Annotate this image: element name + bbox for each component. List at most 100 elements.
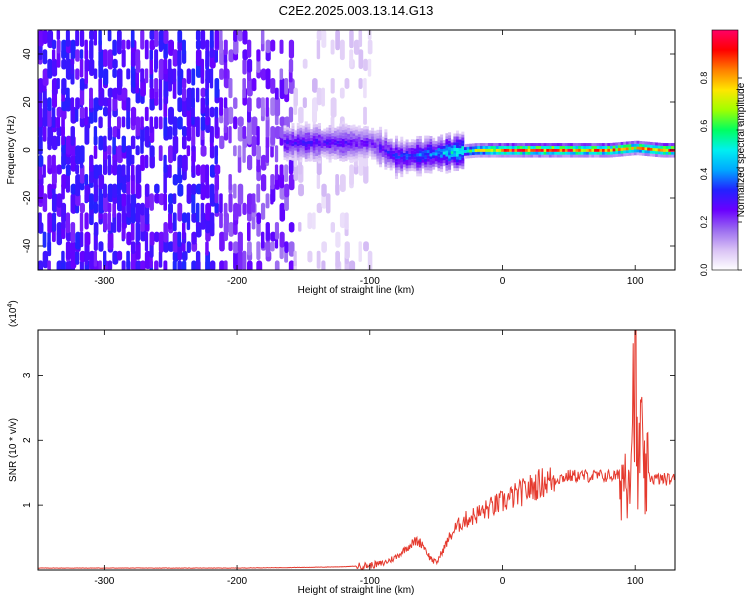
spectrogram-ridge-cell [453, 139, 457, 143]
spectrogram-cell [112, 202, 117, 218]
spectrogram-ridge-cell [421, 156, 425, 160]
spectrogram-ridge-cell [429, 141, 433, 145]
spectrogram-ridge-cell [402, 149, 406, 153]
spectrogram-cell [274, 87, 279, 100]
spectrogram-ridge-cell [288, 133, 292, 137]
spectrogram-cell [181, 222, 186, 240]
spectrogram-cell [135, 145, 140, 156]
spectrogram-cell [130, 49, 136, 67]
spectrogram-ridge-cell [315, 138, 319, 142]
spectrogram-ridge-cell [604, 151, 608, 155]
spectrogram-cell [186, 145, 191, 157]
spectrogram-ridge-cell [283, 148, 287, 152]
spectrogram-ridge-cell [503, 148, 507, 152]
spectrogram-ridge-cell [450, 162, 454, 166]
spectrogram-cell [168, 164, 172, 179]
spectrogram-cell [149, 97, 155, 111]
x-tick-label: 100 [627, 576, 644, 587]
spectrogram-ridge-cell [623, 150, 627, 154]
snr-series-line [38, 330, 675, 570]
spectrogram-cell [84, 126, 90, 145]
spectrogram-ridge-cell [445, 162, 449, 166]
spectrogram-cell [89, 154, 94, 172]
spectrogram-ridge-cell [554, 151, 558, 155]
spectrogram-ridge-cell [453, 156, 457, 160]
spectrogram-x-ticks: -300 -200 -100 0 100 [94, 30, 644, 287]
spectrogram-ridge-cell [410, 167, 414, 171]
spectrogram-cell [98, 135, 104, 151]
colorbar-tick-label: 0.6 [699, 120, 709, 133]
spectrogram-ridge-cell [615, 145, 619, 149]
spectrogram-ridge-cell [379, 149, 383, 153]
spectrogram-ridge-cell [517, 145, 521, 149]
spectrogram-ridge-cell [394, 170, 398, 174]
spectrogram-cell [140, 154, 145, 172]
spectrogram-cell [121, 193, 127, 207]
spectrogram-cell [65, 260, 72, 270]
spectrogram-ridge-cell [325, 130, 329, 134]
spectrogram-ridge-cell [357, 131, 361, 135]
spectrogram-ridge-cell [286, 132, 290, 136]
spectrogram-cell [65, 135, 72, 155]
spectrogram-ridge-cell [448, 138, 452, 142]
spectrogram-ridge-cell [376, 149, 380, 153]
spectrogram-ridge-cell [352, 147, 356, 151]
spectrogram-cell [61, 250, 65, 264]
spectrogram-ridge-cell [479, 151, 483, 155]
spectrogram-ridge-cell [307, 138, 311, 142]
spectrogram-ridge-cell [315, 135, 319, 139]
spectrogram-cell [279, 164, 284, 178]
spectrogram-cell [112, 135, 116, 155]
spectrogram-ridge-cell [609, 154, 613, 158]
spectrogram-cell [107, 260, 113, 270]
spectrogram-ridge-cell [384, 160, 388, 164]
spectrogram-ridge-cell [421, 151, 425, 155]
spectrogram-ridge-cell [554, 145, 558, 149]
spectrogram-ridge-cell [424, 149, 428, 153]
spectrogram-cell [191, 193, 196, 214]
spectrogram-ridge-cell [384, 143, 388, 147]
spectrogram-ridge-cell [445, 150, 449, 154]
spectrogram-ridge-cell [511, 154, 515, 158]
spectrogram-ridge-cell [288, 142, 292, 146]
spectrogram-cell [200, 87, 206, 98]
spectrogram-ridge-cell [291, 151, 295, 155]
spectrogram-ridge-cell [331, 138, 335, 142]
spectrogram-ridge-cell [580, 151, 584, 155]
spectrogram-cell [349, 30, 354, 49]
spectrogram-cell [116, 212, 122, 233]
spectrogram-ridge-cell [336, 137, 340, 141]
spectrogram-cell [61, 78, 67, 96]
spectrogram-ridge-cell [450, 148, 454, 152]
spectrogram-ridge-cell [533, 143, 537, 147]
spectrogram-cell [288, 174, 295, 191]
spectrogram-cell [256, 260, 263, 270]
spectrogram-cell [209, 30, 214, 49]
spectrogram-ridge-cell [299, 144, 303, 148]
spectrogram-ridge-cell [631, 149, 635, 153]
spectrogram-ridge-cell [341, 124, 345, 128]
spectrogram-ridge-cell [453, 159, 457, 163]
spectrogram-cell [219, 212, 223, 229]
spectrogram-cell [121, 49, 126, 68]
spectrogram-ridge-cell [445, 133, 449, 137]
spectrogram-ridge-cell [397, 152, 401, 156]
spectrogram-ridge-cell [434, 152, 438, 156]
spectrogram-ridge-cell [461, 143, 465, 147]
spectrogram-cell [61, 116, 65, 136]
spectrogram-ridge-cell [437, 153, 441, 157]
spectrogram-cell [93, 126, 98, 146]
spectrogram-cell [312, 78, 318, 93]
spectrogram-cell [270, 78, 276, 94]
spectrogram-cell [47, 30, 54, 49]
spectrogram-cell [126, 193, 131, 213]
spectrogram-cell [214, 49, 219, 63]
spectrogram-ridge-cell [402, 152, 406, 156]
spectrogram-ridge-cell [363, 129, 367, 133]
spectrogram-cell [353, 39, 360, 55]
spectrogram-ridge-cell [660, 154, 664, 158]
spectrogram-ridge-cell [333, 150, 337, 154]
spectrogram-ridge-cell [323, 145, 327, 149]
spectrogram-ridge-cell [647, 150, 651, 154]
spectrogram-ridge-cell [578, 148, 582, 152]
